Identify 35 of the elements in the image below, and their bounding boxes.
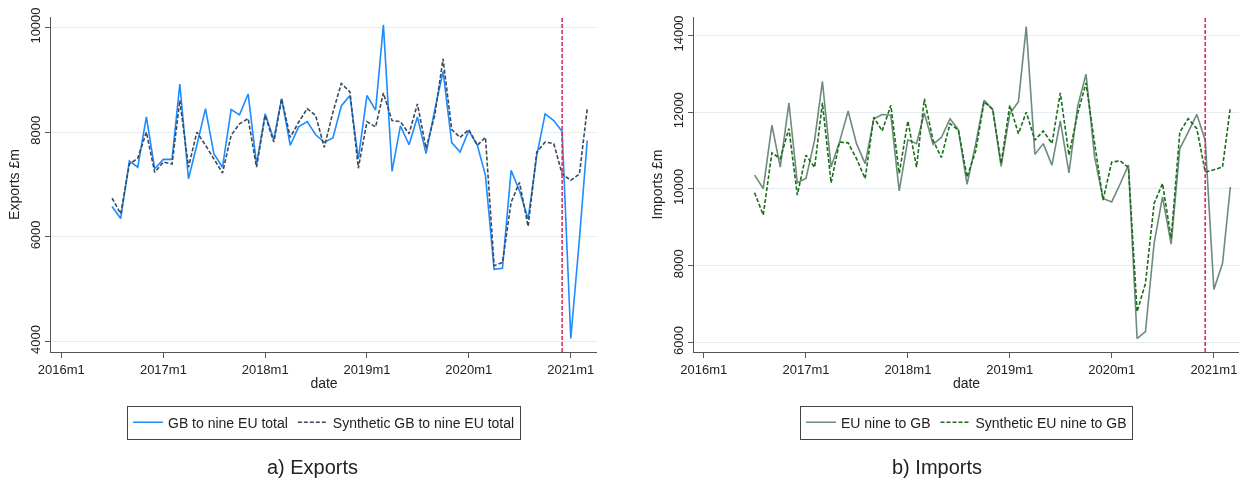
line-series bbox=[111, 58, 589, 267]
x-tick-label: 2021m1 bbox=[547, 361, 595, 377]
x-tick-label: 2017m1 bbox=[782, 361, 830, 377]
x-tick-label: 2019m1 bbox=[343, 361, 391, 377]
x-axis-title: date bbox=[310, 374, 338, 391]
y-tick-label: 10000 bbox=[670, 168, 686, 206]
legend-label: GB to nine EU total bbox=[168, 414, 288, 431]
x-axis-title: date bbox=[952, 374, 981, 391]
legend-label: EU nine to GB bbox=[841, 414, 931, 431]
x-tick-label: 2018m1 bbox=[241, 361, 289, 377]
x-tick-label: 2020m1 bbox=[445, 361, 493, 377]
line-series bbox=[753, 82, 1232, 313]
y-tick-label: 14000 bbox=[670, 15, 686, 52]
legend-label: Synthetic GB to nine EU total bbox=[332, 414, 515, 431]
y-tick-label: 6000 bbox=[27, 220, 43, 250]
y-tick-label: 4000 bbox=[27, 325, 43, 355]
x-tick-label: 2016m1 bbox=[37, 361, 85, 377]
x-tick-label: 2017m1 bbox=[139, 361, 187, 377]
y-tick-label: 6000 bbox=[670, 326, 686, 355]
y-tick-label: 12000 bbox=[670, 92, 686, 129]
x-tick-label: 2019m1 bbox=[986, 361, 1034, 377]
x-tick-label: 2021m1 bbox=[1190, 361, 1238, 377]
y-axis-title: Imports £m bbox=[649, 149, 666, 220]
legend-label: Synthetic EU nine to GB bbox=[975, 414, 1127, 431]
x-tick-label: 2020m1 bbox=[1088, 361, 1136, 377]
y-tick-label: 8000 bbox=[670, 249, 686, 279]
y-axis-title: Exports £m bbox=[6, 149, 23, 220]
x-tick-label: 2016m1 bbox=[680, 361, 728, 377]
x-tick-label: 2018m1 bbox=[884, 361, 932, 377]
text: a) Exports bbox=[266, 455, 359, 478]
text: b) Imports bbox=[891, 455, 983, 478]
y-tick-label: 10000 bbox=[27, 7, 43, 44]
line-series bbox=[111, 24, 589, 340]
line-series bbox=[753, 25, 1232, 340]
y-tick-label: 8000 bbox=[27, 115, 43, 145]
